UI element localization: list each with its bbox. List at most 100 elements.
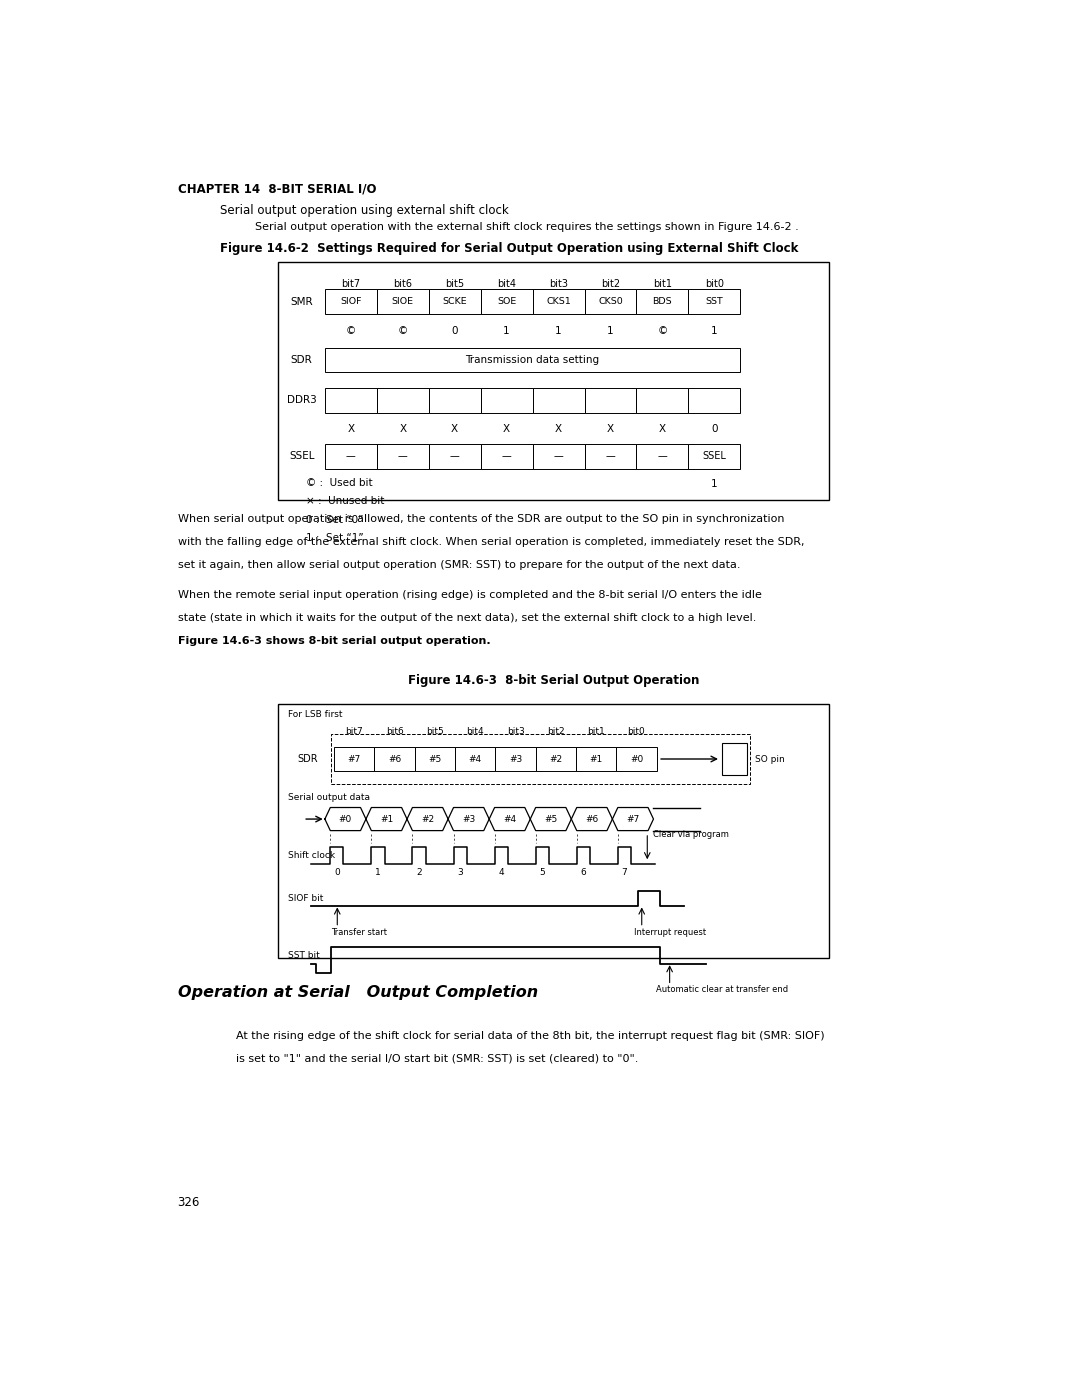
Text: SIOE: SIOE [392,298,414,306]
Text: 5: 5 [540,868,545,876]
Text: 7: 7 [622,868,627,876]
Text: #5: #5 [429,754,442,764]
Text: with the falling edge of the external shift clock. When serial operation is comp: with the falling edge of the external sh… [177,538,805,548]
Bar [688,289,740,314]
Text: bit0: bit0 [627,726,646,736]
Polygon shape [530,807,571,831]
Bar [481,444,532,469]
Text: #3: #3 [509,754,522,764]
Bar [617,747,657,771]
Text: SIOF bit: SIOF bit [287,894,323,902]
Text: #1: #1 [590,754,603,764]
Text: Shift clock: Shift clock [287,851,335,859]
Bar [532,388,584,412]
Text: X: X [607,425,615,434]
Text: SCKE: SCKE [443,298,467,306]
Text: bit2: bit2 [600,278,620,289]
Bar [279,704,828,958]
Polygon shape [366,807,407,831]
Text: #4: #4 [503,814,516,824]
Text: #7: #7 [348,754,361,764]
Text: © :  Used bit: © : Used bit [306,478,373,488]
Bar [375,747,415,771]
Text: X: X [555,425,562,434]
Text: 2: 2 [416,868,422,876]
Bar [377,388,429,412]
Bar [377,289,429,314]
Polygon shape [407,807,448,831]
Text: CKS1: CKS1 [546,298,571,306]
Text: bit3: bit3 [549,278,568,289]
Text: 4: 4 [499,868,504,876]
Text: Figure 14.6-2  Settings Required for Serial Output Operation using External Shif: Figure 14.6-2 Settings Required for Seri… [220,242,798,256]
Text: Operation at Serial   Output Completion: Operation at Serial Output Completion [177,985,538,1000]
Bar [481,289,532,314]
Text: Transfer start: Transfer start [332,928,387,936]
Text: 1: 1 [555,326,562,335]
Text: X: X [348,425,354,434]
Bar [325,348,740,373]
Text: bit5: bit5 [426,726,444,736]
Bar [584,444,636,469]
Bar [688,444,740,469]
Text: 0: 0 [334,868,340,876]
Text: Automatic clear at transfer end: Automatic clear at transfer end [656,985,787,995]
Text: #5: #5 [544,814,557,824]
Bar [429,289,481,314]
Text: bit1: bit1 [653,278,672,289]
Text: Serial output data: Serial output data [287,793,369,802]
Text: SMR: SMR [291,296,313,306]
Bar [325,388,377,412]
Text: 1 :  Set “1”: 1 : Set “1” [306,534,363,543]
Bar [325,289,377,314]
Bar [429,444,481,469]
Text: —: — [606,451,616,461]
Text: #2: #2 [550,754,563,764]
Text: 0: 0 [451,326,458,335]
Text: Transmission data setting: Transmission data setting [465,355,599,365]
Text: X: X [503,425,510,434]
Text: SST: SST [705,298,724,306]
Text: Figure 14.6-3 shows 8-bit serial output operation.: Figure 14.6-3 shows 8-bit serial output … [177,636,490,645]
Bar [584,388,636,412]
Text: 1: 1 [375,868,381,876]
Text: #0: #0 [339,814,352,824]
Text: ©: © [346,326,356,335]
Text: X: X [659,425,666,434]
Text: bit0: bit0 [705,278,724,289]
Text: At the rising edge of the shift clock for serial data of the 8th bit, the interr: At the rising edge of the shift clock fo… [235,1031,824,1041]
Text: bit5: bit5 [445,278,464,289]
Polygon shape [325,807,366,831]
Text: BDS: BDS [652,298,672,306]
Text: 0: 0 [711,425,717,434]
Text: ©: © [658,326,667,335]
Text: For LSB first: For LSB first [287,710,342,718]
Text: state (state in which it waits for the output of the next data), set the externa: state (state in which it waits for the o… [177,613,756,623]
Bar [455,747,496,771]
Text: 1: 1 [711,479,717,489]
Text: bit6: bit6 [386,726,404,736]
Text: —: — [502,451,512,461]
Bar [636,388,688,412]
Text: is set to "1" and the serial I/O start bit (SMR: SST) is set (cleared) to "0".: is set to "1" and the serial I/O start b… [235,1053,638,1065]
Bar [636,444,688,469]
Text: 1: 1 [711,326,717,335]
Text: SOE: SOE [497,298,516,306]
Text: X: X [451,425,458,434]
Text: #1: #1 [380,814,393,824]
Text: SST bit: SST bit [287,951,320,960]
Text: CHAPTER 14  8-BIT SERIAL I/O: CHAPTER 14 8-BIT SERIAL I/O [177,182,376,196]
Text: ©: © [397,326,408,335]
Text: 326: 326 [177,1196,200,1208]
Text: #6: #6 [585,814,598,824]
Text: bit6: bit6 [393,278,413,289]
Text: bit4: bit4 [467,726,484,736]
Bar [279,261,828,500]
Bar [532,289,584,314]
Text: bit1: bit1 [588,726,605,736]
Bar [532,444,584,469]
Polygon shape [612,807,653,831]
Bar [334,747,375,771]
Bar [332,733,751,784]
Text: SDR: SDR [291,355,312,365]
